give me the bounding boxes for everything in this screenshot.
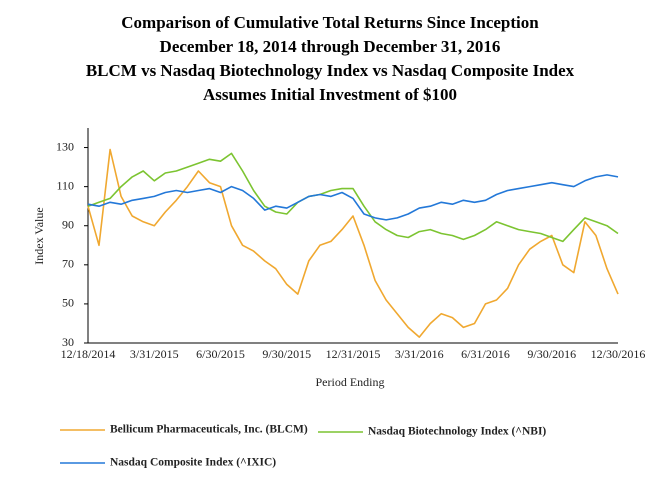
x-tick-label: 9/30/2015 [262,347,311,361]
x-tick-label: 12/18/2014 [61,347,116,361]
x-tick-label: 12/31/2015 [326,347,381,361]
x-tick-label: 12/30/2016 [591,347,646,361]
series-line [87,148,619,338]
x-tick-label: 6/31/2016 [461,347,510,361]
y-tick-label: 130 [56,139,74,153]
legend-label: Bellicum Pharmaceuticals, Inc. (BLCM) [110,424,308,436]
y-axis-label: Index Value [32,207,46,264]
series-line [87,174,619,221]
x-tick-label: 3/31/2015 [130,347,179,361]
y-tick-label: 70 [62,257,74,271]
chart-subtitle: BLCM vs Nasdaq Biotechnology Index vs Na… [86,61,575,80]
chart-subtitle: Assumes Initial Investment of $100 [203,85,457,104]
legend-label: Nasdaq Composite Index (^IXIC) [110,457,276,469]
y-tick-label: 50 [62,296,74,310]
y-tick-label: 110 [56,178,74,192]
chart-title: Comparison of Cumulative Total Returns S… [121,13,539,32]
legend-label: Nasdaq Biotechnology Index (^NBI) [368,426,546,438]
x-axis-label: Period Ending [316,375,385,389]
x-tick-label: 9/30/2016 [527,347,576,361]
series-line [87,152,619,243]
x-tick-label: 6/30/2015 [196,347,245,361]
y-tick-label: 30 [62,335,74,349]
chart-subtitle: December 18, 2014 through December 31, 2… [160,37,501,56]
x-tick-label: 3/31/2016 [395,347,444,361]
y-tick-label: 90 [62,217,74,231]
